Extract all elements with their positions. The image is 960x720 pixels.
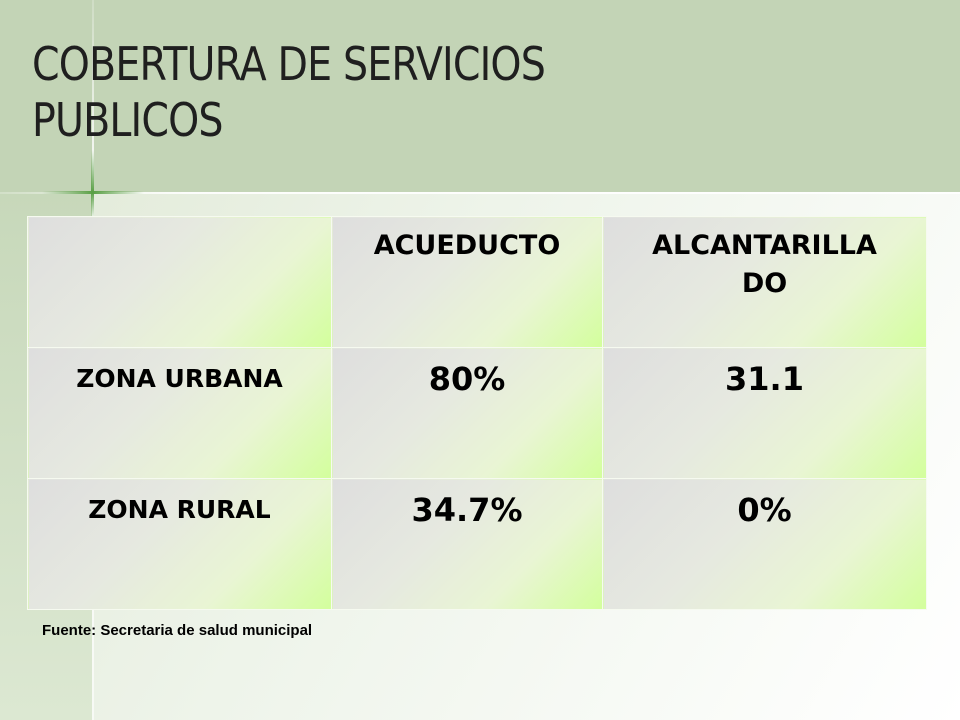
table-cell: 0% xyxy=(602,478,927,610)
column-header-alcantarillado: ALCANTARILLA DO xyxy=(602,216,927,348)
acueducto-value: 34.7% xyxy=(411,491,523,529)
column-header-alcantarillado-part-2: DO xyxy=(741,268,788,299)
column-header-acueducto: ACUEDUCTO xyxy=(331,216,603,348)
table-header-row: ACUEDUCTO ALCANTARILLA DO xyxy=(27,216,927,348)
column-header-acueducto-label: ACUEDUCTO xyxy=(373,230,561,261)
row-label-cell: ZONA URBANA xyxy=(27,347,332,479)
coverage-table: ACUEDUCTO ALCANTARILLA DO ZONA URBANA 80%… xyxy=(27,216,927,610)
alcantarillado-value: 0% xyxy=(737,491,792,529)
table-row: ZONA RURAL 34.7% 0% xyxy=(27,478,927,610)
horizontal-divider-line xyxy=(0,192,960,194)
slide-title: COBERTURA DE SERVICIOS PUBLICOS xyxy=(32,36,546,148)
row-label-cell: ZONA RURAL xyxy=(27,478,332,610)
table-cell: 31.1 xyxy=(602,347,927,479)
source-note: Fuente: Secretaria de salud municipal xyxy=(42,622,313,639)
row-label: ZONA URBANA xyxy=(76,364,283,393)
column-header-alcantarillado-part-1: ALCANTARILLA xyxy=(652,230,877,261)
table-corner-cell xyxy=(27,216,332,348)
table-cell: 80% xyxy=(331,347,603,479)
slide-title-line-2: PUBLICOS xyxy=(32,93,224,147)
acueducto-value: 80% xyxy=(428,360,506,398)
title-band xyxy=(0,0,960,192)
column-header-alcantarillado-label: ALCANTARILLA DO xyxy=(603,227,926,303)
row-label: ZONA RURAL xyxy=(88,495,271,524)
alcantarillado-value: 31.1 xyxy=(725,360,804,398)
sparkle-icon-vertical xyxy=(91,150,94,220)
table-row: ZONA URBANA 80% 31.1 xyxy=(27,347,927,479)
table-cell: 34.7% xyxy=(331,478,603,610)
slide-title-line-1: COBERTURA DE SERVICIOS xyxy=(32,37,546,91)
